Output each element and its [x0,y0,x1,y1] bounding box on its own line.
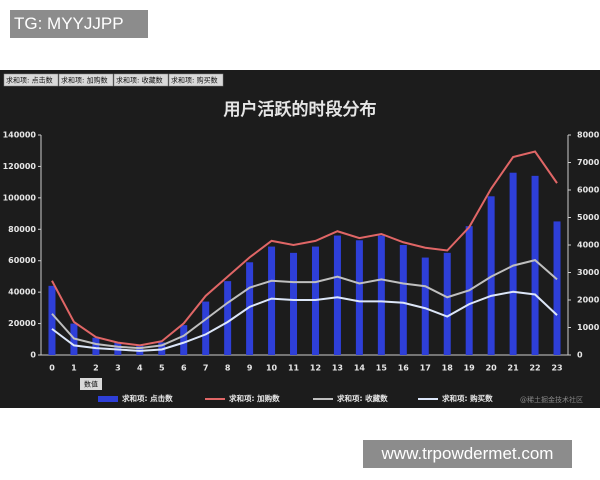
legend-label: 求和项: 加购数 [229,393,280,403]
x-tick-label: 18 [442,364,454,373]
x-tick-label: 22 [529,364,540,373]
y-tick-label: 20000 [8,319,36,328]
y2-tick-label: 0 [577,351,583,360]
bar [553,221,561,355]
line [51,290,558,352]
y-tick-label: 0 [30,351,36,360]
y2-tick-label: 4000 [577,241,600,250]
y2-tick-label: 5000 [577,213,600,222]
x-tick-label: 0 [49,364,55,373]
field-button-label: 求和项: 购买数 [171,76,218,85]
x-tick-label: 21 [508,364,520,373]
field-button [58,73,114,87]
x-tick-label: 5 [159,364,165,373]
bar [246,262,254,355]
x-tick-label: 11 [288,364,300,373]
y2-tick-label: 2000 [577,296,600,305]
x-tick-label: 9 [247,364,253,373]
bar [355,240,363,355]
x-tick-label: 10 [266,364,278,373]
field-button-label: 求和项: 加购数 [61,76,108,85]
y-tick-label: 100000 [3,193,37,202]
x-tick-label: 1 [71,364,77,373]
x-tick-label: 17 [420,364,431,373]
y2-tick-label: 1000 [577,323,600,332]
field-button-label: 求和项: 点击数 [6,76,53,85]
footer-url: www.trpowdermet.com [363,440,572,468]
bar [399,245,407,355]
chart-background [0,70,600,408]
watermark: @稀土掘金技术社区 [520,395,583,404]
bar [268,246,276,355]
x-tick-label: 2 [93,364,99,373]
bar [509,172,517,355]
line [51,259,558,350]
x-tick-label: 8 [225,364,231,373]
y-tick-label: 60000 [8,256,36,265]
y2-tick-label: 3000 [577,268,600,277]
bar [333,235,341,355]
bar [290,252,298,355]
y2-tick-label: 8000 [577,131,600,140]
x-tick-label: 7 [203,364,209,373]
y-tick-label: 40000 [8,288,36,297]
x-tick-label: 20 [486,364,498,373]
x-tick-label: 13 [332,364,343,373]
bar [531,175,539,355]
x-tick-label: 12 [310,364,321,373]
x-tick-label: 16 [398,364,410,373]
bar [92,337,100,355]
x-tick-label: 15 [376,364,388,373]
field-button [3,73,59,87]
bar [377,235,385,355]
legend-label: 求和项: 收藏数 [337,393,388,403]
bar [48,285,56,355]
y2-tick-label: 7000 [577,158,600,167]
field-button [113,73,169,87]
y2-tick-label: 6000 [577,186,600,195]
x-tick-label: 4 [137,364,143,373]
bar [180,325,188,355]
x-tick-label: 3 [115,364,121,373]
y-tick-label: 120000 [3,162,37,171]
y-tick-label: 80000 [8,225,36,234]
legend-label: 求和项: 点击数 [122,393,173,403]
chart: 用户活跃的时段分布 @稀土掘金技术社区 求和项: 点击数 求和项: 加购数 求和项:… [0,70,600,408]
x-tick-label: 14 [354,364,366,373]
y-tick-label: 140000 [3,131,37,140]
x-tick-label: 6 [181,364,187,373]
line [51,150,558,347]
chart-title: 用户活跃的时段分布 [224,99,377,120]
x-label: 数值 [84,380,98,389]
bar [443,252,451,355]
legend-swatch [98,396,118,402]
field-button-label: 求和项: 收藏数 [116,76,163,85]
header-tag: TG: MYYJJPP [10,10,148,38]
x-label-box [80,378,102,390]
legend-label: 求和项: 购买数 [442,393,493,403]
bar [202,301,210,355]
x-tick-label: 23 [551,364,562,373]
x-tick-label: 19 [464,364,476,373]
bar [224,281,232,355]
field-button [168,73,224,87]
bar [421,257,429,355]
